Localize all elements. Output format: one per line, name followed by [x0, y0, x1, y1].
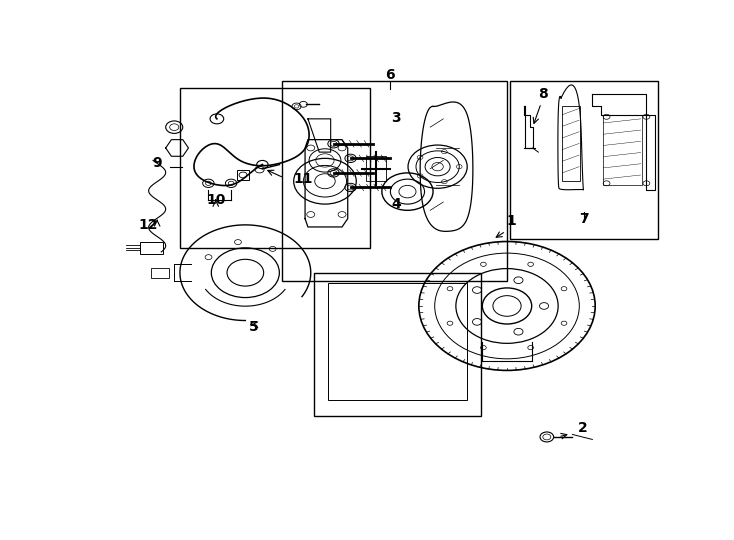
Bar — [366, 156, 386, 181]
Bar — [237, 170, 250, 180]
Bar — [510, 82, 658, 239]
Text: 5: 5 — [249, 320, 259, 334]
Bar — [140, 241, 163, 254]
Text: 10: 10 — [206, 193, 225, 207]
Text: 3: 3 — [391, 111, 401, 125]
Text: 6: 6 — [385, 69, 395, 83]
Text: 4: 4 — [391, 197, 401, 211]
Bar — [313, 273, 482, 416]
Text: 2: 2 — [578, 421, 588, 435]
Text: 1: 1 — [506, 214, 517, 228]
Bar — [603, 114, 642, 185]
Bar — [328, 283, 467, 400]
Text: 12: 12 — [139, 218, 159, 232]
Bar — [180, 87, 371, 248]
Text: 8: 8 — [538, 87, 548, 101]
Text: 9: 9 — [153, 156, 162, 170]
Text: 7: 7 — [579, 212, 589, 226]
Bar — [151, 268, 169, 278]
Text: 11: 11 — [294, 172, 313, 186]
Bar — [283, 82, 507, 281]
Bar — [562, 106, 580, 181]
